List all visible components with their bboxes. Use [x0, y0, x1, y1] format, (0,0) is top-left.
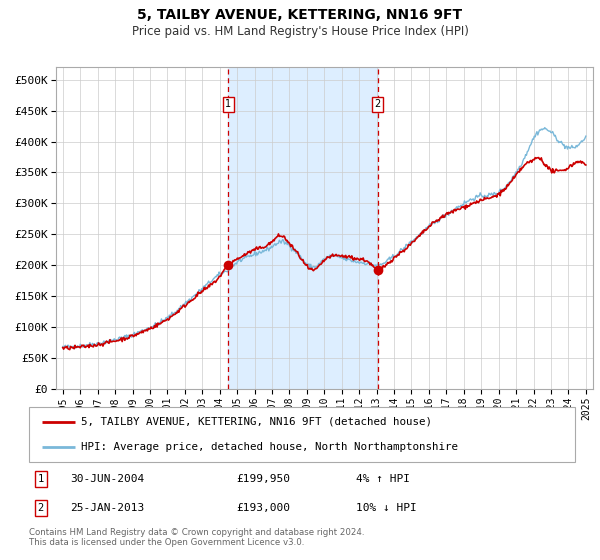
Text: 1: 1: [226, 99, 232, 109]
Text: 5, TAILBY AVENUE, KETTERING, NN16 9FT: 5, TAILBY AVENUE, KETTERING, NN16 9FT: [137, 8, 463, 22]
Text: 25-JAN-2013: 25-JAN-2013: [70, 503, 144, 514]
Text: 2: 2: [38, 503, 44, 514]
Text: 5, TAILBY AVENUE, KETTERING, NN16 9FT (detached house): 5, TAILBY AVENUE, KETTERING, NN16 9FT (d…: [80, 417, 431, 427]
Text: 4% ↑ HPI: 4% ↑ HPI: [356, 474, 410, 484]
Text: £193,000: £193,000: [236, 503, 290, 514]
Text: 1: 1: [38, 474, 44, 484]
Text: £199,950: £199,950: [236, 474, 290, 484]
Text: Contains HM Land Registry data © Crown copyright and database right 2024.
This d: Contains HM Land Registry data © Crown c…: [29, 528, 364, 547]
FancyBboxPatch shape: [29, 407, 575, 462]
Bar: [229, 67, 378, 389]
Text: HPI: Average price, detached house, North Northamptonshire: HPI: Average price, detached house, Nort…: [80, 442, 458, 452]
Text: 10% ↓ HPI: 10% ↓ HPI: [356, 503, 417, 514]
Text: 30-JUN-2004: 30-JUN-2004: [70, 474, 144, 484]
Text: 2: 2: [375, 99, 381, 109]
Text: Price paid vs. HM Land Registry's House Price Index (HPI): Price paid vs. HM Land Registry's House …: [131, 25, 469, 38]
